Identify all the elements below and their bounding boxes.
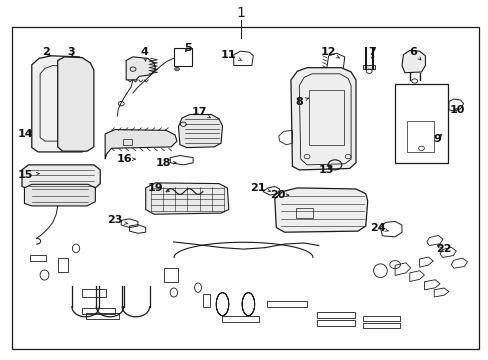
Text: 22: 22 xyxy=(435,244,451,254)
Bar xyxy=(123,139,132,145)
Text: 7: 7 xyxy=(368,47,376,60)
Polygon shape xyxy=(274,188,367,232)
Text: 2: 2 xyxy=(42,47,50,57)
Polygon shape xyxy=(105,130,177,159)
Polygon shape xyxy=(290,68,355,170)
Bar xyxy=(163,268,177,282)
Text: 23: 23 xyxy=(107,215,128,225)
Bar xyxy=(222,316,259,322)
Polygon shape xyxy=(24,184,95,206)
Text: 20: 20 xyxy=(269,190,288,200)
Polygon shape xyxy=(126,57,155,80)
Text: 12: 12 xyxy=(320,47,339,58)
Bar xyxy=(203,294,209,307)
Bar xyxy=(58,258,68,272)
Bar xyxy=(362,323,399,328)
Text: 21: 21 xyxy=(250,183,270,193)
Text: 24: 24 xyxy=(369,222,387,233)
Polygon shape xyxy=(145,183,228,214)
Bar xyxy=(82,289,105,297)
Bar xyxy=(362,65,374,69)
Polygon shape xyxy=(22,165,100,189)
Text: 13: 13 xyxy=(318,165,334,175)
Bar xyxy=(308,90,344,145)
Bar xyxy=(316,320,354,326)
Text: 1: 1 xyxy=(236,6,244,19)
Bar xyxy=(85,313,119,319)
Bar xyxy=(266,301,306,307)
Text: 6: 6 xyxy=(408,47,420,60)
Text: 10: 10 xyxy=(448,105,464,115)
Bar xyxy=(12,27,478,349)
Polygon shape xyxy=(32,56,89,152)
Bar xyxy=(406,121,433,152)
Bar xyxy=(362,316,399,321)
Polygon shape xyxy=(178,114,222,148)
Text: 16: 16 xyxy=(117,154,135,164)
Circle shape xyxy=(174,67,179,71)
Bar xyxy=(173,48,192,66)
Bar xyxy=(394,84,447,163)
Text: 19: 19 xyxy=(147,183,169,193)
Text: 18: 18 xyxy=(156,158,176,168)
Text: 17: 17 xyxy=(191,107,210,118)
Text: 8: 8 xyxy=(295,96,308,107)
Bar xyxy=(30,255,46,261)
Bar xyxy=(316,312,354,318)
Text: 5: 5 xyxy=(184,42,192,53)
Text: 14: 14 xyxy=(18,129,33,139)
Text: 4: 4 xyxy=(140,47,148,61)
Text: 9: 9 xyxy=(433,134,441,144)
Bar xyxy=(82,308,115,314)
Polygon shape xyxy=(401,50,425,73)
Text: 11: 11 xyxy=(221,50,242,60)
Text: 3: 3 xyxy=(67,47,75,57)
Bar xyxy=(295,208,312,218)
Polygon shape xyxy=(58,57,94,151)
Text: 15: 15 xyxy=(18,170,39,180)
